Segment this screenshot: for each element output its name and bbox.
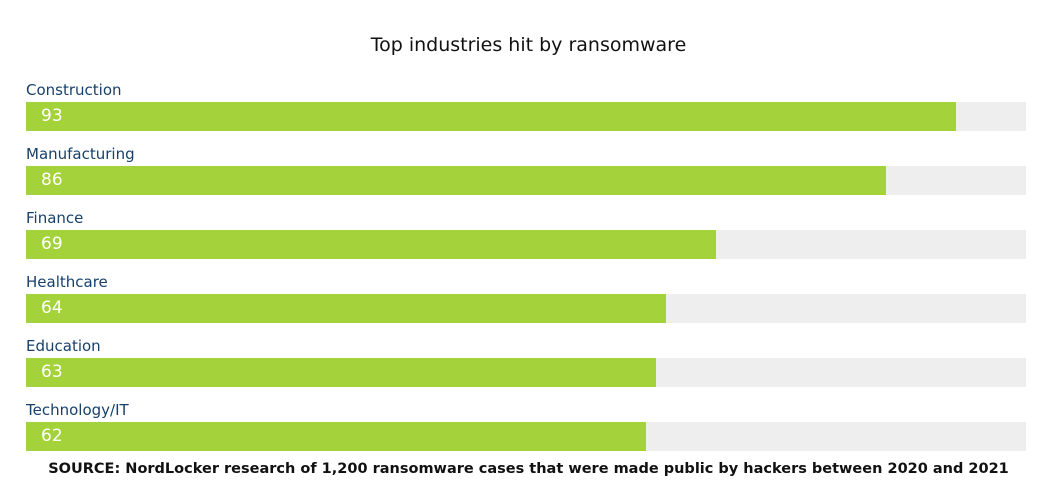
category-label: Construction: [26, 81, 122, 99]
chart-title: Top industries hit by ransomware: [370, 34, 687, 56]
bar-track: 64: [26, 294, 1026, 323]
bar-value-label: 63: [41, 362, 63, 382]
bar-value-label: 86: [41, 170, 63, 190]
category-label: Education: [26, 337, 101, 355]
bar-track: 93: [26, 102, 1026, 131]
bar-value-label: 64: [41, 298, 63, 318]
bar-value-label: 62: [41, 426, 63, 446]
bar: 62: [26, 422, 646, 451]
bar-track: 86: [26, 166, 1026, 195]
bar: 63: [26, 358, 656, 387]
category-label: Technology/IT: [26, 401, 129, 419]
bar: 86: [26, 166, 886, 195]
bar: 93: [26, 102, 956, 131]
bar-value-label: 93: [41, 106, 63, 126]
category-label: Healthcare: [26, 273, 108, 291]
bar-track: 62: [26, 422, 1026, 451]
category-label: Finance: [26, 209, 84, 227]
category-label: Manufacturing: [26, 145, 135, 163]
bar-track: 69: [26, 230, 1026, 259]
source-note: SOURCE: NordLocker research of 1,200 ran…: [48, 461, 1009, 477]
bar-value-label: 69: [41, 234, 63, 254]
bar-track: 63: [26, 358, 1026, 387]
bar: 69: [26, 230, 716, 259]
bar: 64: [26, 294, 666, 323]
